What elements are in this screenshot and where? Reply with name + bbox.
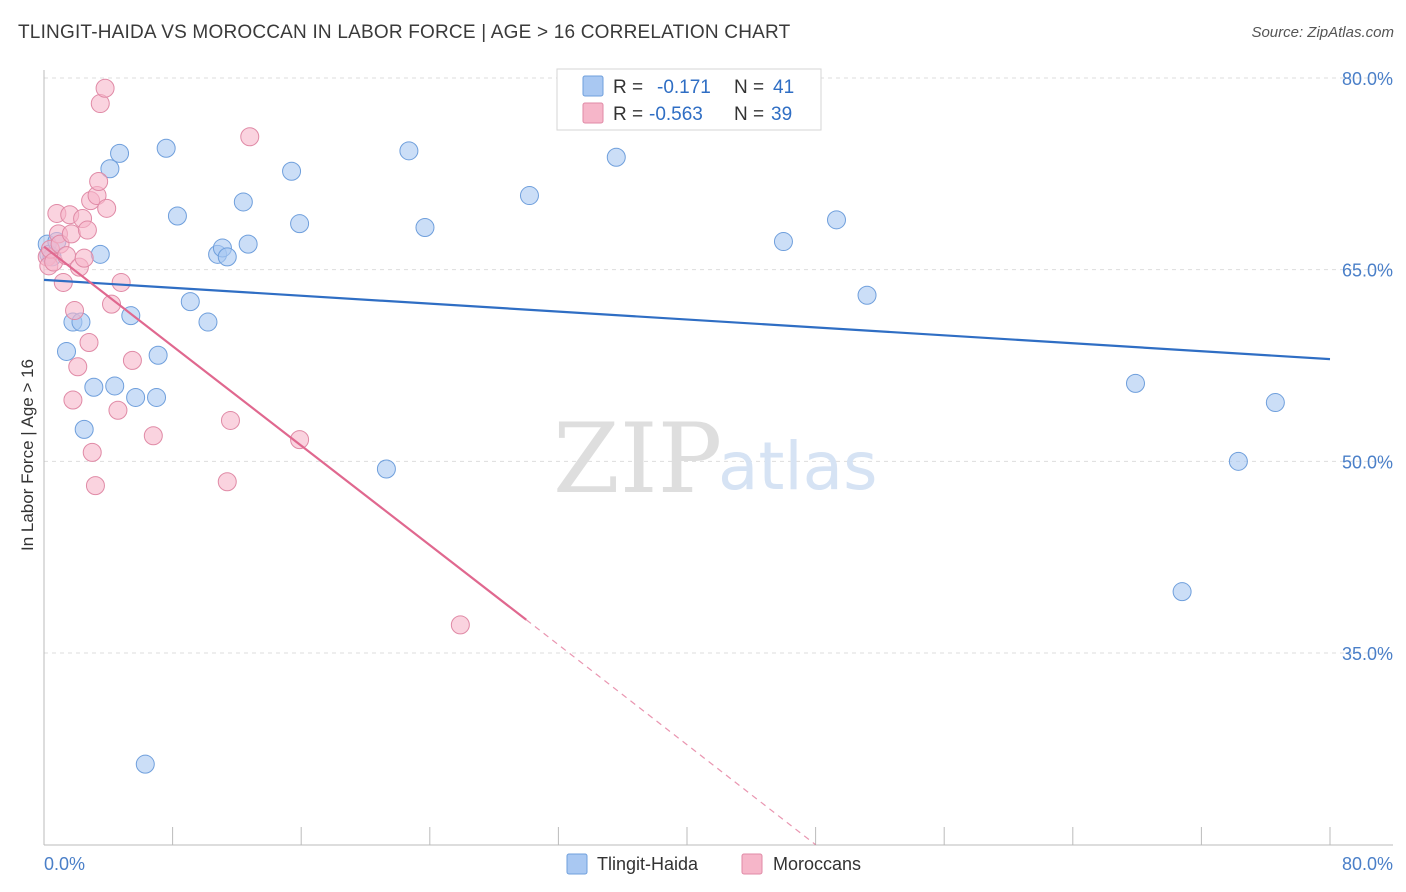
moroccan-point xyxy=(102,294,122,314)
moroccan-point xyxy=(85,476,105,496)
x-tick-labels: 0.0% 80.0% xyxy=(44,854,1393,874)
tlingit-haida-point xyxy=(826,210,846,230)
moroccan-point xyxy=(68,357,88,377)
tlingit-haida-point xyxy=(180,292,200,312)
data-points xyxy=(37,78,1285,774)
tlingit-haida-point xyxy=(282,161,302,181)
stats-r-label-pink: R = xyxy=(613,104,643,125)
tlingit-haida-point xyxy=(110,143,130,163)
tlingit-haida-point xyxy=(90,244,110,264)
legend-swatch-tlingit-haida[interactable] xyxy=(566,853,588,875)
watermark-zip: ZIP xyxy=(553,403,722,515)
x-tick-label-max: 80.0% xyxy=(1342,854,1393,874)
legend-swatch-moroccans[interactable] xyxy=(741,853,763,875)
moroccan-point xyxy=(143,426,163,446)
moroccan-point xyxy=(82,442,102,462)
tlingit-haida-point xyxy=(167,206,187,226)
moroccan-point xyxy=(65,301,85,321)
stats-n-label-pink: N = xyxy=(734,104,764,125)
grid-lines xyxy=(44,77,1393,654)
tlingit-haida-point xyxy=(148,345,168,365)
moroccan-point xyxy=(89,172,109,191)
moroccan-point xyxy=(79,333,99,352)
trend-lines xyxy=(43,245,1331,846)
tlingit-haida-point xyxy=(1228,451,1248,471)
stats-n-label-blue: N = xyxy=(734,77,764,98)
tlingit-haida-point xyxy=(105,376,125,396)
tlingit-haida-point xyxy=(147,387,167,407)
moroccan-point xyxy=(95,78,115,98)
tlingit-haida-point xyxy=(290,214,310,234)
stats-n-value-blue: 41 xyxy=(773,77,794,98)
tlingit-haida-point xyxy=(57,341,77,361)
moroccan-point xyxy=(220,410,240,430)
x-tick-label-min: 0.0% xyxy=(44,854,85,874)
tlingit-haida-point xyxy=(519,186,539,206)
stats-swatch-blue xyxy=(582,75,604,97)
tlingit-haida-point xyxy=(217,247,237,267)
stats-r-value-blue: -0.171 xyxy=(657,77,711,98)
moroccan-point xyxy=(217,472,237,492)
moroccan-point xyxy=(63,390,83,410)
moroccan-point xyxy=(450,615,470,635)
tlingit-haida-point xyxy=(1265,393,1285,413)
tlingit-haida-point xyxy=(773,232,793,252)
stats-swatch-pink xyxy=(582,102,604,124)
tlingit-haida-point xyxy=(126,387,146,407)
stats-box: R = -0.171 N = 41 R = -0.563 N = 39 xyxy=(556,68,822,131)
y-tick-label: 65.0% xyxy=(1342,261,1393,281)
moroccan-point xyxy=(74,248,94,268)
tlingit-haida-point xyxy=(74,419,94,439)
legend-label-tlingit-haida[interactable]: Tlingit-Haida xyxy=(597,854,699,874)
tlingit-haida-point xyxy=(1172,582,1192,602)
moroccan-point xyxy=(97,198,117,218)
tlingit-haida-trend-line xyxy=(43,278,1331,361)
tlingit-haida-point xyxy=(84,377,104,397)
tlingit-haida-point xyxy=(156,138,176,158)
moroccan-point xyxy=(290,430,310,450)
stats-r-label-blue: R = xyxy=(613,77,643,98)
tlingit-haida-point xyxy=(606,147,626,167)
moroccan-point xyxy=(108,400,128,420)
moroccan-point xyxy=(240,127,260,147)
y-tick-label: 35.0% xyxy=(1342,644,1393,664)
tlingit-haida-point xyxy=(399,141,419,161)
moroccan-trend-line xyxy=(43,245,527,621)
tlingit-haida-point xyxy=(1125,373,1145,393)
moroccan-point xyxy=(122,350,142,370)
tlingit-haida-point xyxy=(135,754,155,774)
tlingit-haida-point xyxy=(857,285,877,305)
y-tick-labels: 35.0% 50.0% 65.0% 80.0% xyxy=(1342,69,1393,664)
y-tick-label: 80.0% xyxy=(1342,69,1393,89)
axes xyxy=(43,70,1393,846)
moroccan-point xyxy=(77,220,97,240)
source-credit: Source: ZipAtlas.com xyxy=(1251,24,1394,41)
moroccan-trend-extension xyxy=(525,619,816,846)
tlingit-haida-point xyxy=(376,459,396,479)
moroccan-point xyxy=(61,224,81,244)
stats-n-value-pink: 39 xyxy=(771,104,792,125)
stats-r-value-pink: -0.563 xyxy=(649,104,703,125)
tlingit-haida-point xyxy=(100,159,120,179)
watermark-atlas: atlas xyxy=(718,428,878,505)
y-tick-label: 50.0% xyxy=(1342,452,1393,472)
moroccan-point xyxy=(111,272,131,292)
tlingit-haida-point xyxy=(233,192,253,212)
tlingit-haida-point xyxy=(198,312,218,332)
legend: Tlingit-Haida Moroccans xyxy=(566,853,861,875)
tlingit-haida-point xyxy=(415,218,435,237)
tlingit-haida-point xyxy=(238,234,258,254)
watermark: ZIP atlas xyxy=(553,403,878,515)
legend-label-moroccans[interactable]: Moroccans xyxy=(773,854,861,874)
chart-title: TLINGIT-HAIDA VS MOROCCAN IN LABOR FORCE… xyxy=(18,22,791,43)
